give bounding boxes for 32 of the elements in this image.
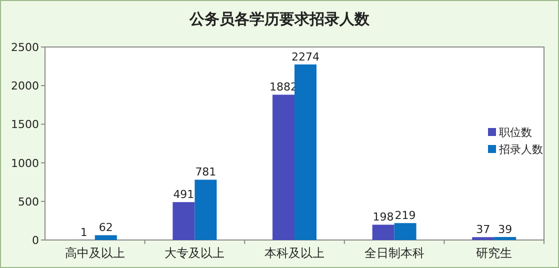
bar <box>472 237 494 240</box>
bar <box>494 236 516 240</box>
bar <box>94 235 117 240</box>
y-tick-label: 1000 <box>11 156 39 170</box>
data-label: 39 <box>498 222 512 236</box>
bar <box>194 180 217 240</box>
y-tick-label: 2500 <box>11 41 39 54</box>
data-label: 219 <box>394 209 416 222</box>
bar <box>294 64 316 240</box>
chart-title: 公务员各学历要求招录人数 <box>188 10 370 28</box>
bar <box>272 94 294 240</box>
data-label: 1 <box>80 226 88 239</box>
data-label: 781 <box>195 166 216 179</box>
y-tick-label: 500 <box>18 195 39 208</box>
bar <box>394 223 416 240</box>
data-label: 198 <box>372 210 394 224</box>
data-label: 491 <box>173 188 194 202</box>
legend-label: 招录人数 <box>498 143 543 156</box>
bar <box>372 224 394 240</box>
x-tick-label: 本科及以上 <box>264 246 324 260</box>
x-tick-label: 大专及以上 <box>164 246 225 260</box>
x-tick-label: 研究生 <box>476 246 512 260</box>
data-label: 37 <box>476 223 490 236</box>
y-tick-label: 2000 <box>11 80 39 93</box>
data-label: 2274 <box>292 50 320 64</box>
bar <box>172 202 195 240</box>
x-tick-label: 高中及以上 <box>64 246 125 260</box>
y-tick-label: 1500 <box>11 118 39 132</box>
data-label: 62 <box>98 221 113 234</box>
legend-label: 职位数 <box>499 126 532 139</box>
y-tick-label: 0 <box>32 234 39 247</box>
x-tick-label: 全日制本科 <box>364 246 424 260</box>
